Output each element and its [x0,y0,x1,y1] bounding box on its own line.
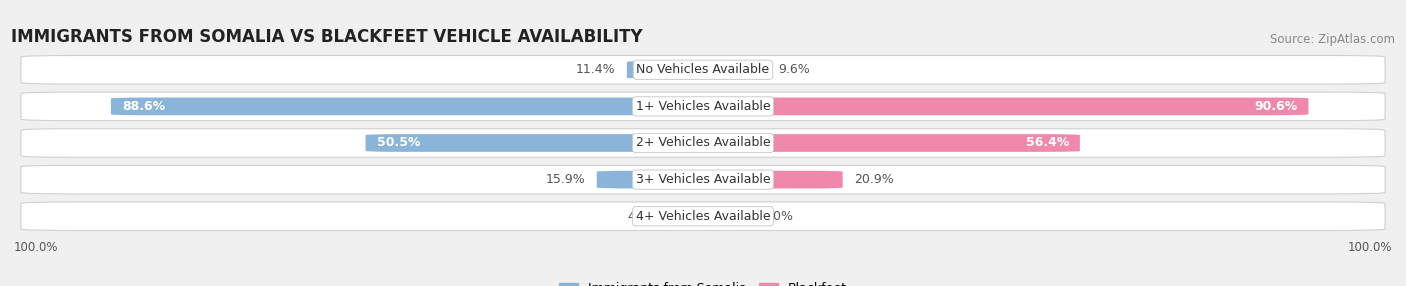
FancyBboxPatch shape [21,202,1385,231]
Text: 9.6%: 9.6% [778,63,810,76]
FancyBboxPatch shape [21,92,1385,121]
FancyBboxPatch shape [627,61,703,79]
FancyBboxPatch shape [703,134,1080,152]
Text: 1+ Vehicles Available: 1+ Vehicles Available [636,100,770,113]
FancyBboxPatch shape [21,165,1385,194]
FancyBboxPatch shape [669,207,704,225]
FancyBboxPatch shape [366,134,703,152]
Text: 90.6%: 90.6% [1254,100,1298,113]
Text: 4.9%: 4.9% [627,210,659,223]
Legend: Immigrants from Somalia, Blackfeet: Immigrants from Somalia, Blackfeet [557,280,849,286]
Text: No Vehicles Available: No Vehicles Available [637,63,769,76]
FancyBboxPatch shape [596,171,703,188]
Text: 100.0%: 100.0% [1347,241,1392,254]
Text: 4+ Vehicles Available: 4+ Vehicles Available [636,210,770,223]
Text: 100.0%: 100.0% [14,241,59,254]
Text: 88.6%: 88.6% [122,100,165,113]
FancyBboxPatch shape [703,61,768,79]
Text: 20.9%: 20.9% [853,173,893,186]
Text: 2+ Vehicles Available: 2+ Vehicles Available [636,136,770,150]
Text: Source: ZipAtlas.com: Source: ZipAtlas.com [1270,33,1395,46]
FancyBboxPatch shape [21,129,1385,157]
FancyBboxPatch shape [703,98,1309,115]
Text: 11.4%: 11.4% [576,63,616,76]
FancyBboxPatch shape [703,171,842,188]
Text: 7.0%: 7.0% [761,210,793,223]
FancyBboxPatch shape [703,207,749,225]
FancyBboxPatch shape [111,98,703,115]
Text: 15.9%: 15.9% [546,173,586,186]
Text: 56.4%: 56.4% [1025,136,1069,150]
Text: IMMIGRANTS FROM SOMALIA VS BLACKFEET VEHICLE AVAILABILITY: IMMIGRANTS FROM SOMALIA VS BLACKFEET VEH… [11,28,643,46]
Text: 3+ Vehicles Available: 3+ Vehicles Available [636,173,770,186]
FancyBboxPatch shape [21,55,1385,84]
Text: 50.5%: 50.5% [377,136,420,150]
